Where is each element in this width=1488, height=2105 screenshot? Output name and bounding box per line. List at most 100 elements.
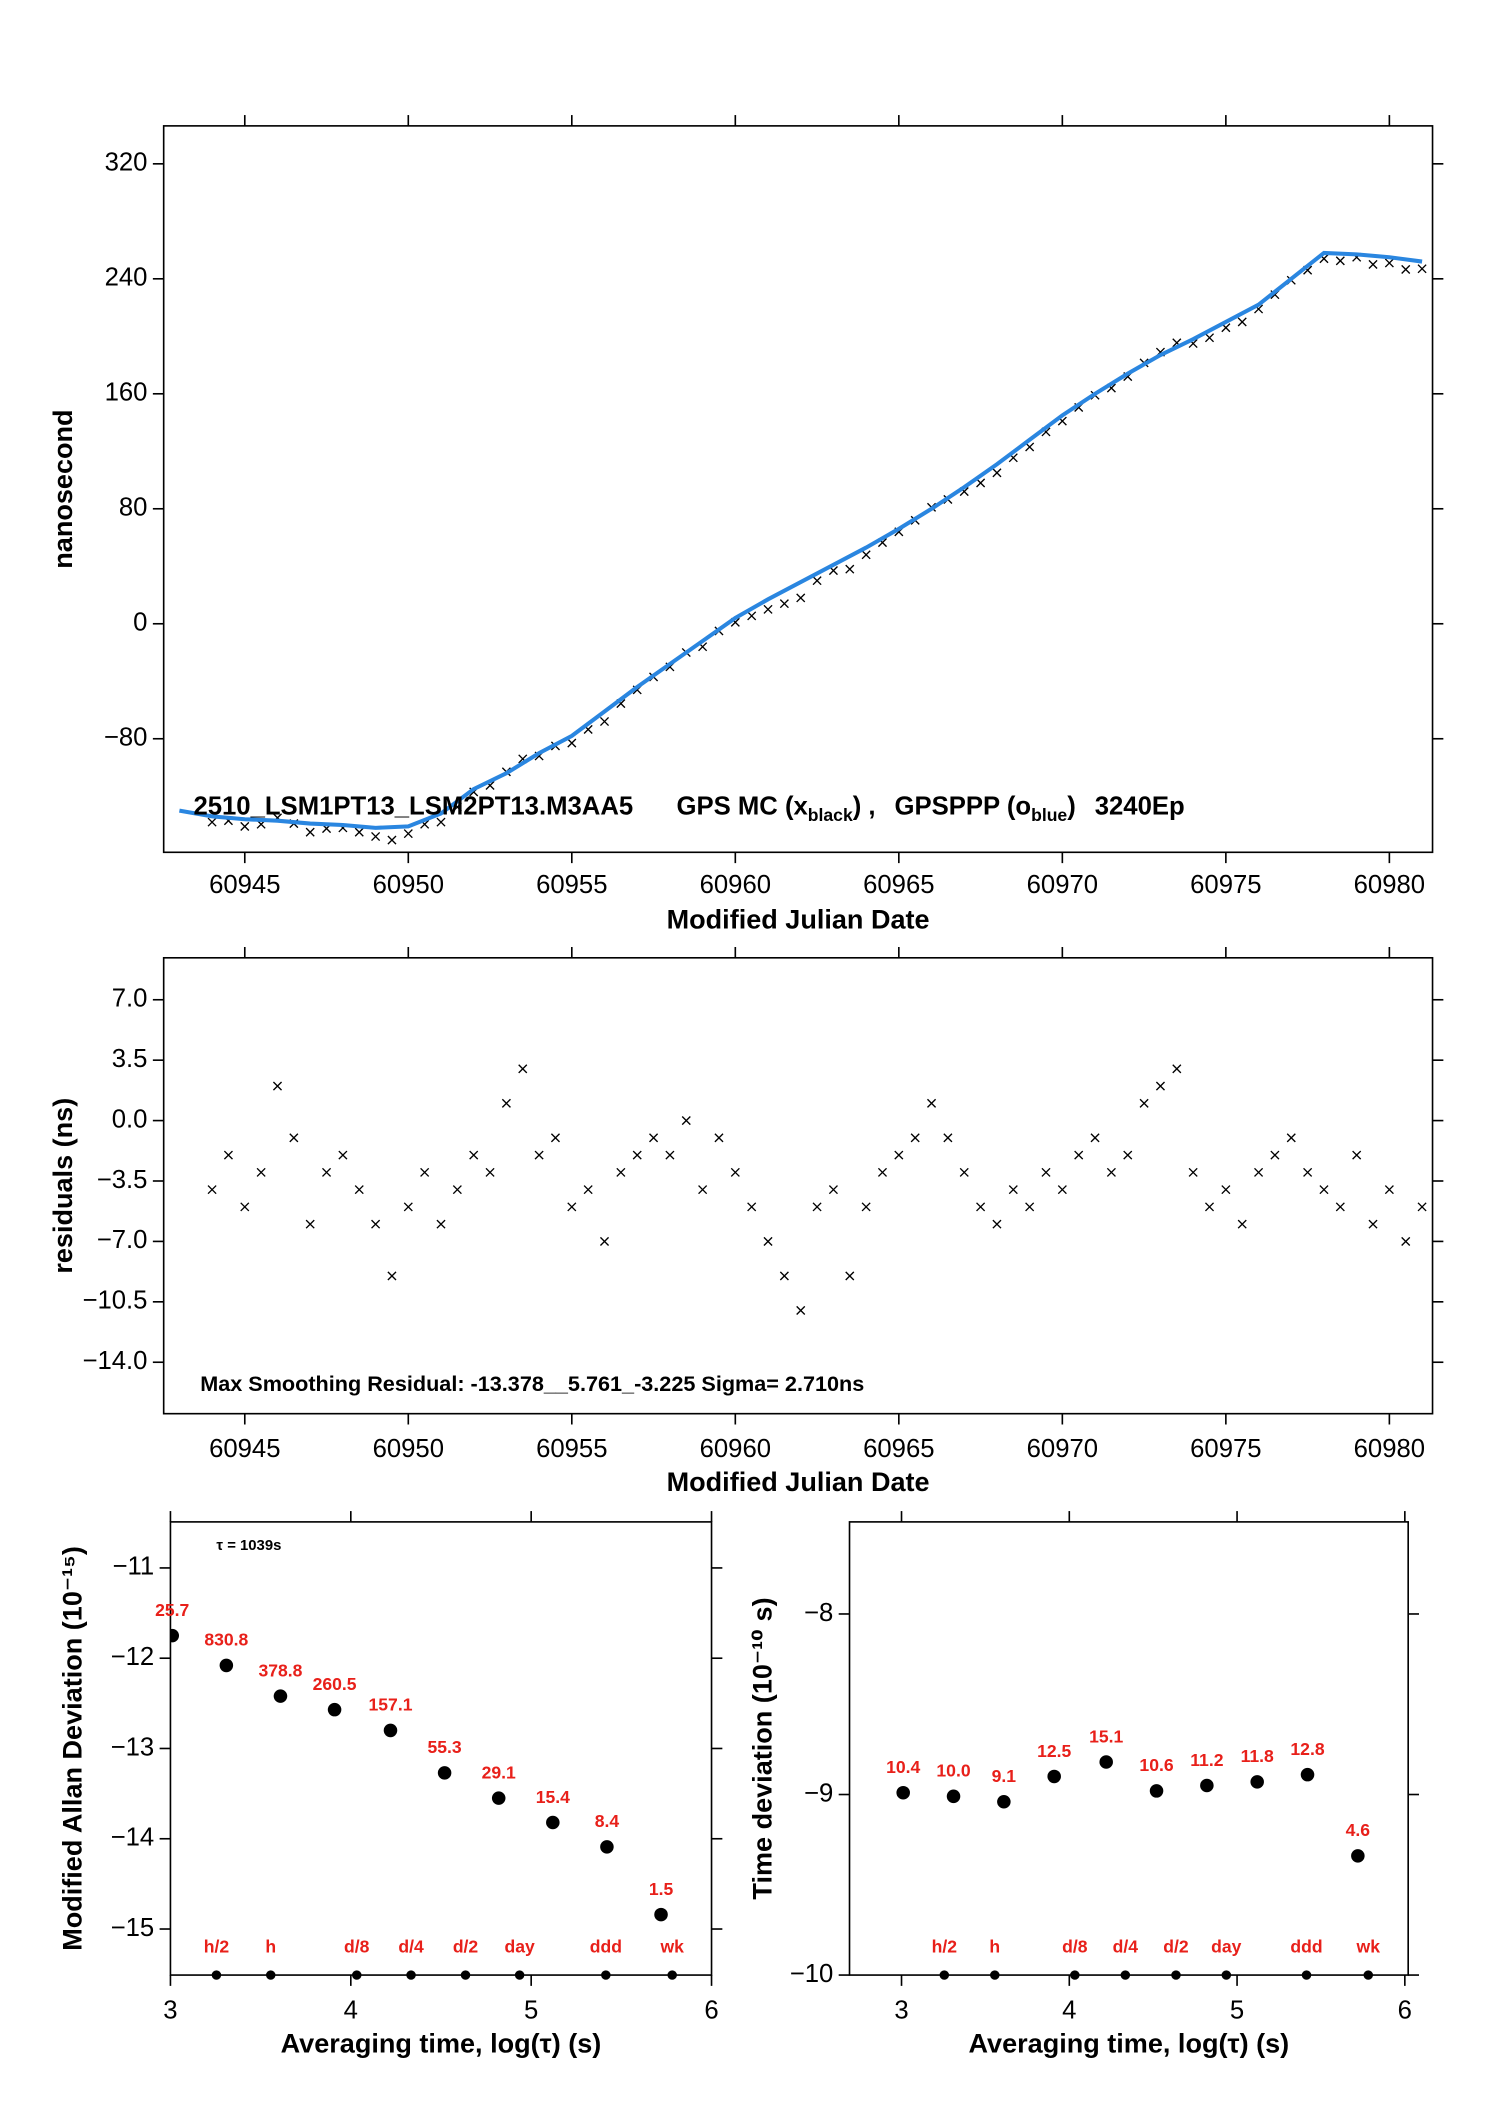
tau-marker-label: h bbox=[989, 1937, 1000, 1957]
y-tick-label: −11 bbox=[113, 1553, 155, 1581]
x-marker bbox=[1237, 1219, 1247, 1229]
x-marker bbox=[1172, 1064, 1182, 1074]
y-tick-label: −10 bbox=[790, 1960, 834, 1988]
point-label: 12.5 bbox=[1037, 1741, 1071, 1761]
x-tick-label: 60960 bbox=[700, 871, 771, 899]
x-tick-label: 6 bbox=[1398, 1996, 1412, 2024]
x-tick-label: 60965 bbox=[863, 1435, 934, 1463]
tau-marker bbox=[406, 1970, 416, 1980]
x-marker bbox=[910, 1133, 920, 1143]
y-tick-label: −7.0 bbox=[97, 1226, 148, 1254]
annotation: τ = 1039s bbox=[216, 1538, 281, 1554]
x-marker bbox=[354, 827, 364, 837]
y-tick-label: 80 bbox=[119, 494, 148, 522]
x-marker bbox=[616, 1167, 626, 1177]
x-marker bbox=[828, 1185, 838, 1195]
point bbox=[491, 1791, 506, 1805]
x-tick-label: 60975 bbox=[1190, 1435, 1261, 1463]
x-marker bbox=[1254, 1167, 1264, 1177]
y-tick-label: 7.0 bbox=[112, 985, 148, 1013]
x-marker bbox=[812, 576, 822, 586]
point-label: 15.4 bbox=[536, 1787, 570, 1807]
x-marker bbox=[812, 1202, 822, 1212]
x-tick-label: 4 bbox=[344, 1996, 358, 2024]
tau-marker-label: ddd bbox=[590, 1937, 622, 1957]
tau-marker-label: d/8 bbox=[344, 1937, 370, 1957]
y-tick-label: −80 bbox=[104, 724, 148, 752]
x-marker bbox=[926, 1098, 937, 1108]
x-marker bbox=[992, 1219, 1002, 1229]
x-marker bbox=[354, 1185, 364, 1195]
x-marker bbox=[681, 1116, 691, 1126]
point-label: 10.6 bbox=[1139, 1755, 1173, 1775]
x-marker bbox=[207, 817, 217, 827]
x-axis-label: Modified Julian Date bbox=[667, 1467, 930, 1497]
x-marker bbox=[1106, 1167, 1116, 1177]
x-marker bbox=[959, 1167, 969, 1177]
plot-area bbox=[207, 1064, 1427, 1315]
x-marker bbox=[305, 1219, 315, 1229]
x-marker bbox=[599, 1236, 610, 1246]
x-tick-label: 60970 bbox=[1027, 1435, 1098, 1463]
y-axis-label: nanosecond bbox=[48, 409, 78, 568]
x-marker bbox=[322, 1167, 332, 1177]
point bbox=[1200, 1778, 1214, 1793]
x-tick-label: 60945 bbox=[209, 871, 280, 899]
x-marker bbox=[1303, 1167, 1313, 1177]
x-marker bbox=[1352, 1150, 1362, 1160]
x-marker bbox=[501, 1098, 511, 1108]
y-tick-label: 0 bbox=[133, 609, 147, 637]
x-marker bbox=[1368, 1219, 1378, 1229]
tau-marker bbox=[265, 1970, 276, 1980]
point-label: 12.8 bbox=[1290, 1739, 1324, 1759]
point-label: 157.1 bbox=[368, 1695, 412, 1715]
caption-part: 3240Ep bbox=[1095, 792, 1185, 820]
tau-marker-label: wk bbox=[659, 1937, 684, 1957]
tau-marker bbox=[514, 1970, 525, 1980]
x-tick-label: 60960 bbox=[700, 1435, 771, 1463]
x-marker bbox=[1188, 1167, 1198, 1177]
y-axis-label: Time deviation (10⁻¹⁰ s) bbox=[747, 1597, 777, 1899]
point bbox=[600, 1840, 614, 1854]
x-marker bbox=[207, 1185, 217, 1195]
x-tick-label: 60965 bbox=[863, 871, 934, 899]
x-marker bbox=[976, 478, 986, 488]
x-marker bbox=[1384, 1185, 1394, 1195]
x-marker bbox=[1335, 1202, 1345, 1212]
x-marker bbox=[1074, 1150, 1084, 1160]
y-tick-label: 320 bbox=[105, 149, 148, 177]
x-marker bbox=[371, 1219, 381, 1229]
plot-area bbox=[896, 1755, 1365, 1863]
point bbox=[437, 1766, 452, 1780]
y-tick-label: −9 bbox=[804, 1779, 833, 1807]
point bbox=[327, 1702, 342, 1717]
caption-part: 2510_LSM1PT13_LSM2PT13.M3AA5 bbox=[193, 792, 633, 820]
x-marker bbox=[1204, 1202, 1215, 1212]
x-marker bbox=[403, 1202, 413, 1212]
point-label: 8.4 bbox=[595, 1811, 620, 1831]
caption: 2510_LSM1PT13_LSM2PT13.M3AA5 GPS MC (xbla… bbox=[193, 792, 1184, 824]
point bbox=[1099, 1755, 1113, 1769]
x-marker bbox=[943, 1133, 953, 1143]
point bbox=[946, 1789, 961, 1804]
x-tick-label: 3 bbox=[894, 1996, 908, 2024]
x-tick-label: 5 bbox=[1230, 1996, 1244, 2024]
y-tick-label: 0.0 bbox=[112, 1105, 148, 1133]
point-label: 11.8 bbox=[1241, 1746, 1274, 1766]
x-marker bbox=[763, 604, 773, 614]
x-marker bbox=[583, 1185, 593, 1195]
y-tick-label: 3.5 bbox=[112, 1045, 148, 1073]
x-marker bbox=[240, 821, 250, 831]
x-marker bbox=[1155, 1081, 1165, 1091]
tau-marker-label: ddd bbox=[1290, 1937, 1322, 1957]
x-tick-label: 3 bbox=[163, 1996, 177, 2024]
x-marker bbox=[763, 1236, 773, 1246]
caption-part: blue bbox=[1031, 804, 1067, 824]
tau-marker-label: wk bbox=[1356, 1937, 1381, 1957]
x-marker bbox=[796, 1305, 806, 1315]
tau-marker-label: day bbox=[504, 1937, 535, 1957]
x-axis-label: Modified Julian Date bbox=[667, 904, 930, 934]
tau-marker bbox=[460, 1970, 471, 1980]
plot-area bbox=[170, 1628, 668, 1922]
